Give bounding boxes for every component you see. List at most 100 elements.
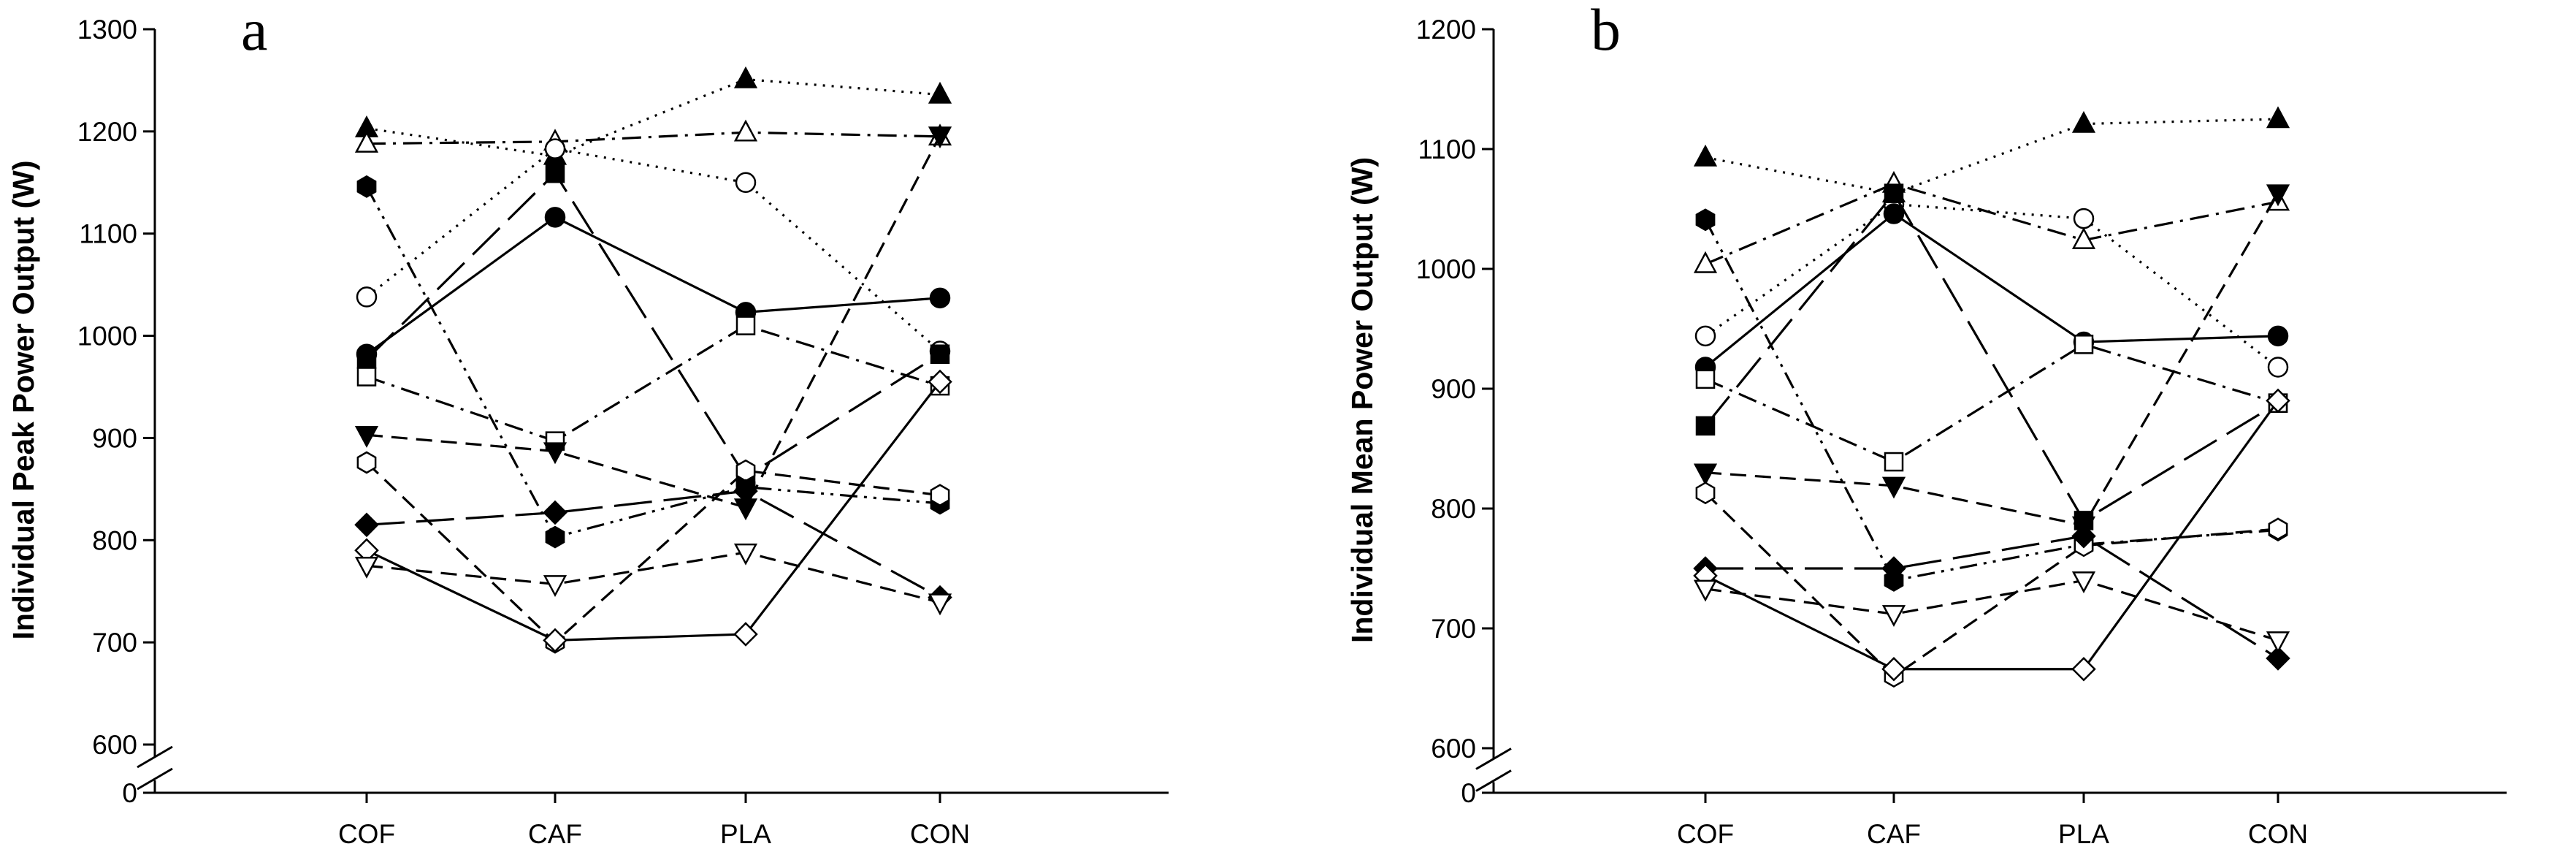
y-tick-label: 1300 — [77, 15, 137, 45]
series-s1 — [354, 66, 952, 165]
data-point-diamond — [2266, 388, 2290, 414]
series-line — [1705, 202, 2279, 368]
series-s11 — [1693, 388, 2290, 682]
series-line — [1704, 219, 2279, 582]
axis-break — [1475, 747, 1512, 792]
data-point-diamond — [1881, 556, 1906, 581]
series-line — [1704, 492, 2279, 678]
chart-panel-b: 0 600 700 800 900 1000 1100 1200 COF CAF PLA CON Ind… — [1345, 0, 2507, 849]
data-point-hexagon — [1695, 208, 1716, 232]
y-tick-label: 1200 — [77, 117, 137, 147]
series-line — [366, 490, 941, 599]
data-point-hexagon — [356, 451, 377, 474]
chart-panel-a: 0 600 700 800 900 1000 1100 1200 1300 COF CAF PLA CO… — [7, 0, 1169, 849]
data-point-square — [356, 349, 377, 369]
series-s11 — [354, 369, 952, 653]
data-point-square — [1695, 416, 1716, 436]
series-s7 — [356, 316, 950, 451]
data-point-square — [930, 344, 950, 364]
series-s12 — [354, 543, 952, 616]
x-tick-label: CAF — [528, 819, 582, 849]
axes-frame — [153, 29, 1169, 794]
data-point-triangle-up — [2266, 106, 2290, 129]
y-tick-label: 0 — [1461, 778, 1476, 808]
data-point-square — [2074, 335, 2094, 354]
y-tick-label: 800 — [92, 525, 137, 555]
series-s1 — [1693, 106, 2290, 202]
data-point-triangle-up — [2071, 227, 2096, 249]
series-line — [365, 461, 941, 644]
data-point-diamond — [543, 500, 567, 525]
data-point-triangle-down — [1693, 579, 1718, 602]
series-line — [1705, 192, 2279, 527]
series-s12 — [1693, 571, 2290, 654]
data-point-triangle-down — [928, 126, 952, 149]
series-line — [366, 131, 941, 145]
data-point-diamond — [354, 512, 379, 538]
panel-label: a — [241, 0, 267, 63]
data-point-triangle-down — [2071, 571, 2096, 594]
series-s2 — [354, 119, 952, 153]
y-tick-label: 1200 — [1416, 15, 1476, 45]
data-point-triangle-down — [1693, 463, 1718, 486]
y-axis-label: Individual Mean Power Output (W) — [1345, 157, 1379, 643]
x-tick-label: CON — [910, 819, 970, 849]
y-tick-label: 600 — [92, 730, 137, 760]
data-point-circle — [544, 138, 566, 159]
series-line — [366, 551, 941, 604]
data-point-circle — [1694, 325, 1716, 347]
data-point-hexagon — [930, 484, 950, 507]
x-tick-label: COF — [1677, 819, 1734, 849]
panel-label: b — [1591, 0, 1621, 63]
data-point-diamond — [733, 479, 758, 503]
y-tick-label: 800 — [1431, 494, 1476, 524]
series-line — [1705, 118, 2279, 195]
series-s3 — [1694, 194, 2289, 378]
series-s10 — [1693, 523, 2290, 671]
data-point-circle — [544, 207, 566, 228]
data-point-triangle-down — [543, 442, 567, 465]
data-point-triangle-down — [2266, 631, 2290, 654]
data-point-diamond — [2071, 523, 2096, 549]
series-line — [1705, 343, 2279, 463]
data-point-diamond — [543, 628, 567, 653]
data-point-circle — [735, 172, 757, 194]
y-tick-label: 700 — [92, 628, 137, 658]
data-point-triangle-down — [543, 575, 567, 598]
series-line — [366, 216, 941, 356]
series-s3 — [356, 138, 951, 362]
y-tick-label: 1100 — [79, 219, 137, 249]
data-point-triangle-down — [354, 425, 379, 448]
y-tick-label: 600 — [1431, 734, 1476, 764]
data-point-circle — [2267, 357, 2289, 378]
series-s4 — [356, 207, 951, 365]
data-point-triangle-down — [733, 543, 758, 566]
series-s6 — [356, 163, 950, 487]
data-point-hexagon — [545, 525, 565, 549]
series-line — [366, 77, 941, 158]
data-point-triangle-up — [928, 81, 952, 104]
data-point-square — [356, 367, 377, 387]
data-point-circle — [929, 287, 951, 309]
y-tick-label: 700 — [1431, 614, 1476, 644]
data-point-square — [735, 316, 756, 335]
data-point-square — [545, 163, 565, 183]
data-point-circle — [2267, 325, 2289, 347]
data-point-circle — [1883, 203, 1905, 224]
y-tick-label: 1000 — [1416, 254, 1476, 284]
y-tick-label: 0 — [122, 778, 137, 808]
y-tick-label: 1000 — [77, 321, 137, 351]
data-point-circle — [356, 286, 378, 308]
data-point-diamond — [733, 622, 758, 647]
series-line — [1705, 579, 2279, 642]
data-point-triangle-down — [2266, 184, 2290, 207]
data-point-hexagon — [2268, 517, 2288, 541]
series-line — [366, 381, 941, 642]
series-line — [365, 186, 941, 539]
data-point-triangle-down — [354, 557, 379, 579]
series-line — [1704, 212, 2279, 368]
series-s5 — [356, 175, 950, 549]
series-line — [1705, 400, 2279, 671]
data-point-triangle-down — [1881, 476, 1906, 499]
